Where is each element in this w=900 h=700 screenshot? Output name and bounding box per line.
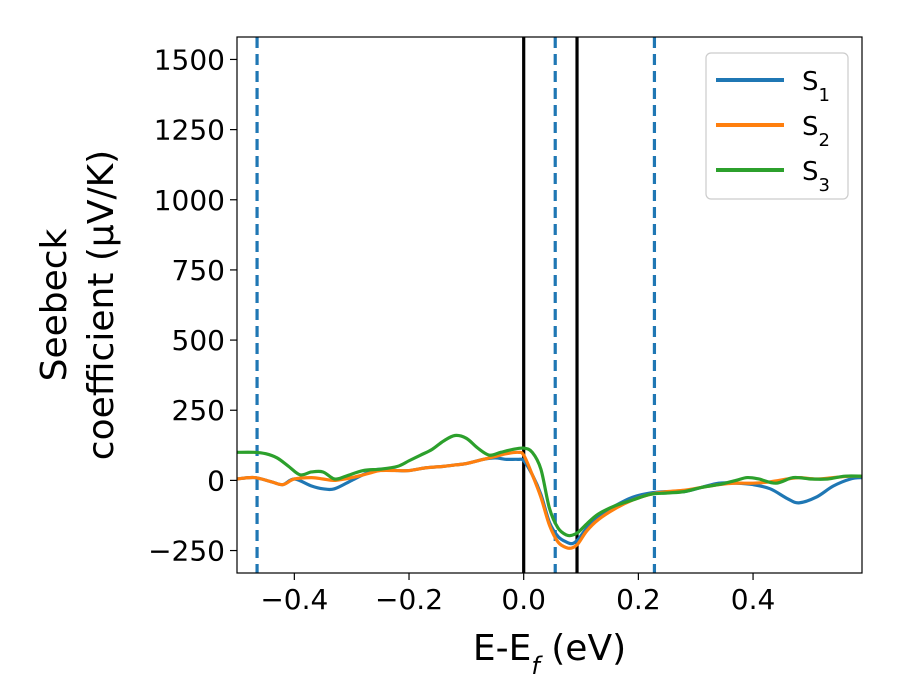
y-tick-label: 500 [172,324,225,357]
series-line-s2 [237,450,862,550]
y-axis-title-line1: Seebeck [34,228,75,381]
x-tick-label: 0.2 [616,583,661,616]
legend: S1 S2 S3 [705,52,849,200]
y-axis-title: Seebeck coefficient (μV/K) [34,150,122,460]
y-tick-label: −250 [148,535,225,568]
plot-frame [236,36,863,574]
vertical-reference-lines [255,37,657,573]
y-axis-ticks: −250 0 250 500 750 1000 1250 1500 [148,43,237,568]
x-axis-ticks: −0.4 −0.2 0.0 0.2 0.4 [260,573,775,616]
x-tick-label: −0.2 [375,583,443,616]
legend-label: S3 [802,157,830,196]
series-line-s3 [237,433,862,538]
y-axis-title-line2: coefficient (μV/K) [81,150,122,460]
x-tick-label: 0.4 [731,583,776,616]
x-axis-title: E-Ef (eV) [473,628,626,680]
y-tick-label: 1000 [154,184,225,217]
legend-label: S2 [802,112,830,151]
legend-item: S3 [716,157,830,196]
y-tick-label: 250 [172,394,225,427]
x-tick-label: −0.4 [260,583,328,616]
y-tick-label: 0 [207,464,225,497]
legend-label: S1 [802,67,830,106]
y-tick-label: 750 [172,254,225,287]
series-line-s1 [237,456,862,546]
series-lines [237,433,862,550]
y-tick-label: 1250 [154,114,225,147]
legend-item: S2 [716,112,830,151]
x-tick-label: 0.0 [501,583,546,616]
y-tick-label: 1500 [154,43,225,76]
legend-item: S1 [716,67,830,106]
